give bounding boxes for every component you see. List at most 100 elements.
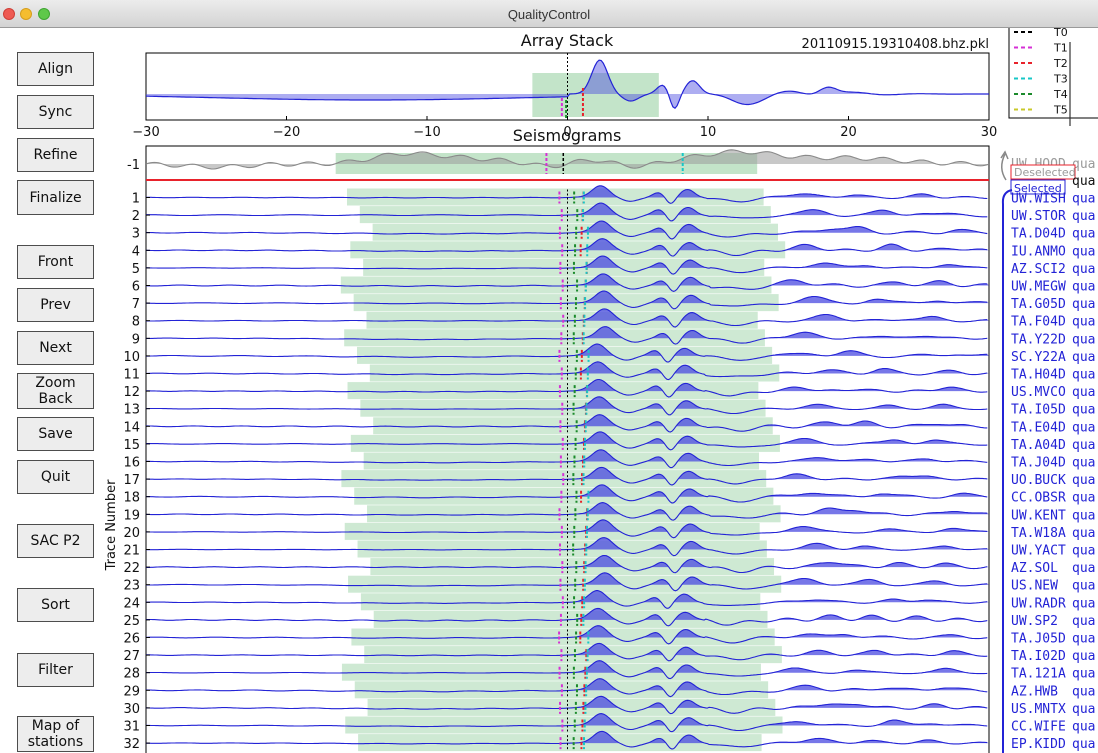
trace-time-window[interactable] [360,593,761,611]
trace-waveform[interactable] [146,519,988,539]
quit-button[interactable]: Quit [17,460,94,494]
trace-station-label[interactable]: AZ.SCI2 [1011,262,1066,277]
trace-waveform[interactable] [145,713,988,733]
sac-p2-button[interactable]: SAC P2 [17,524,94,558]
trace-waveform[interactable] [146,572,988,592]
trace-quality-label[interactable]: qua [1072,227,1095,242]
prev-button[interactable]: Prev [17,288,94,322]
refine-button[interactable]: Refine [17,138,94,172]
trace-row[interactable]: 27 TA.I02D qua [123,642,1095,664]
trace-station-label[interactable]: UW.MEGW [1011,280,1066,295]
trace-waveform[interactable] [145,290,988,310]
trace-waveform[interactable] [145,537,988,557]
trace-waveform[interactable] [145,220,988,240]
map-of-stations-button[interactable]: Map of stations [17,716,94,752]
minimize-window-button[interactable] [20,8,32,20]
trace-station-label[interactable]: SC.Y22A [1011,350,1066,365]
sort-button[interactable]: Sort [17,588,94,622]
trace-row[interactable]: 5 AZ.SCI2 qua [132,255,1096,277]
trace-quality-label[interactable]: qua [1072,262,1095,277]
trace-row[interactable]: 9 TA.Y22D qua [132,326,1096,348]
trace-waveform[interactable] [146,431,988,451]
trace-quality-label[interactable]: qua [1072,684,1095,699]
trace-row[interactable]: 20 TA.W18A qua [123,519,1095,541]
trace-waveform[interactable] [145,678,988,698]
trace-quality-label[interactable]: qua [1072,420,1095,435]
trace-row[interactable]: 12 US.MVCO qua [123,378,1095,401]
trace-waveform[interactable] [145,308,988,328]
trace-quality-label[interactable]: qua [1072,596,1095,611]
trace-quality-label[interactable]: qua [1072,403,1095,418]
front-button[interactable]: Front [17,245,94,279]
trace-station-label[interactable]: CC.OBSR [1011,491,1066,506]
trace-waveform[interactable] [145,590,988,609]
trace-row[interactable]: 3 TA.D04D qua [132,220,1096,242]
trace-station-label[interactable]: CC.WIFE [1011,720,1066,735]
trace-waveform[interactable] [145,273,988,292]
zoom-window-button[interactable] [38,8,50,20]
trace-quality-label[interactable]: qua [1072,244,1095,259]
trace-station-label[interactable]: UO.BUCK [1011,473,1066,488]
trace-row[interactable]: 32 EP.KIDD qua [123,730,1095,752]
trace-row[interactable]: 15 TA.A04D qua [123,431,1095,453]
trace-row[interactable]: 18 CC.OBSR qua [123,484,1095,506]
trace-row[interactable]: 10 SC.Y22A qua [123,343,1095,365]
trace-row[interactable]: 30 US.MNTX qua [123,695,1095,717]
trace-quality-label[interactable]: qua [1072,737,1095,752]
trace-station-label[interactable]: TA.E04D [1011,420,1066,435]
trace-quality-label[interactable]: qua [1072,632,1095,647]
trace-time-window[interactable] [359,206,771,224]
trace-time-window[interactable] [353,294,779,312]
trace-station-label[interactable]: UW.YACT [1011,544,1066,559]
trace-row[interactable]: 21 UW.YACT qua [123,537,1095,559]
deselected-trace[interactable]: -1UW.HOODqua [127,149,1095,174]
trace-quality-label[interactable]: qua [1072,192,1095,207]
trace-row[interactable]: 13 TA.I05D qua [123,396,1095,418]
finalize-button[interactable]: Finalize [17,180,94,215]
trace-waveform[interactable] [146,607,988,627]
trace-row[interactable]: 16 TA.J04D qua [123,449,1095,471]
trace-row[interactable]: 26 TA.J05D qua [123,625,1095,647]
trace-waveform[interactable] [146,361,988,381]
trace-station-label[interactable]: UW.WISH [1011,192,1066,207]
trace-row[interactable]: 28 TA.121A qua [123,660,1095,682]
trace-waveform[interactable] [146,255,988,275]
trace-waveform[interactable] [146,202,988,222]
trace-waveform[interactable] [146,326,988,345]
trace-quality-label[interactable]: qua [1072,280,1095,295]
trace-row[interactable]: 2 UW.STOR qua [132,202,1096,224]
trace-quality-label[interactable]: qua [1072,456,1095,471]
trace-waveform[interactable] [145,484,988,504]
trace-row[interactable]: 11 TA.H04D qua [123,361,1095,383]
seismograms-panel[interactable]: Seismograms Trace Number -1UW.HOODquaDesel… [104,126,1095,753]
trace-station-label[interactable]: AZ.HWB [1011,684,1058,699]
trace-quality-label[interactable]: qua [1072,473,1095,488]
trace-waveform[interactable] [146,185,988,204]
trace-waveform[interactable] [145,238,988,257]
trace-station-label[interactable]: UW.RADR [1011,596,1066,611]
trace-time-window[interactable] [363,258,765,276]
trace-quality-label[interactable]: qua [1072,332,1095,347]
trace-station-label[interactable]: US.MVCO [1011,385,1066,400]
trace-row[interactable]: 24 UW.RADR qua [123,590,1095,612]
trace-time-window[interactable] [357,346,773,364]
trace-quality-label[interactable]: qua [1072,579,1095,594]
stack-time-window[interactable] [532,73,659,117]
trace-waveform[interactable] [146,449,988,469]
trace-time-window[interactable] [344,522,760,540]
trace-quality-label[interactable]: qua [1072,350,1095,365]
trace-station-label[interactable]: TA.H04D [1011,368,1066,383]
trace-waveform[interactable] [146,642,988,662]
trace-quality-label[interactable]: qua [1072,209,1095,224]
trace-row[interactable]: 25 UW.SP2 qua [123,607,1095,629]
trace-quality-label[interactable]: qua [1072,491,1095,506]
trace-station-label[interactable]: US.MNTX [1011,702,1066,717]
trace-row[interactable]: 17 UO.BUCK qua [123,466,1095,488]
filter-button[interactable]: Filter [17,653,94,687]
trace-quality-label[interactable]: qua [1072,544,1095,559]
trace-station-label[interactable]: TA.F04D [1011,315,1066,330]
trace-time-window[interactable] [357,540,767,558]
trace-quality-label[interactable]: qua [1072,438,1095,453]
trace-quality-label[interactable]: qua [1072,561,1095,576]
next-button[interactable]: Next [17,331,94,365]
